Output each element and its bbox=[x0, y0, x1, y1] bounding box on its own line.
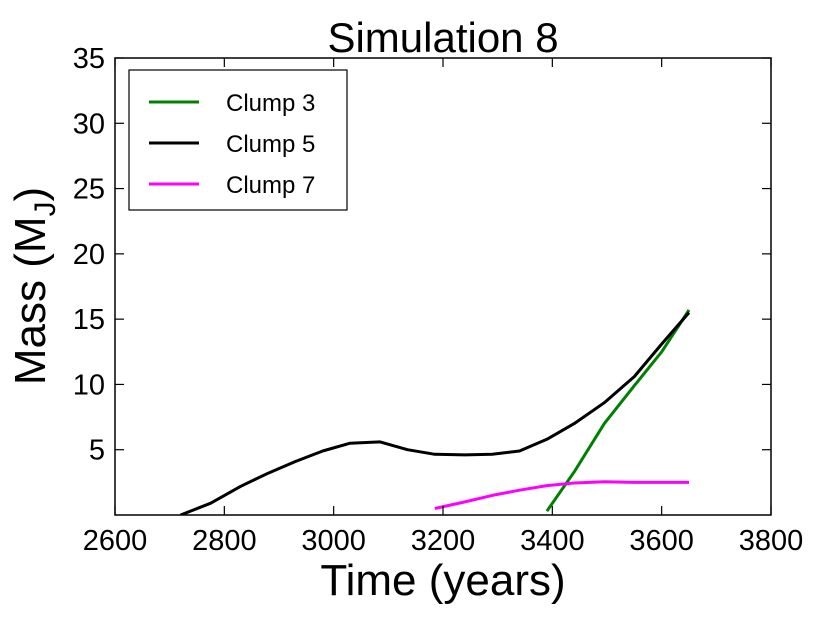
y-tick-label: 10 bbox=[73, 369, 105, 401]
y-tick-label: 35 bbox=[73, 43, 105, 75]
y-tick-label: 5 bbox=[89, 435, 105, 467]
x-tick-label: 2800 bbox=[192, 525, 257, 557]
y-axis-label-suffix: ) bbox=[6, 187, 55, 202]
series-line-clump-3 bbox=[545, 309, 691, 512]
y-tick-label: 25 bbox=[73, 174, 105, 206]
legend: Clump 3 Clump 5 Clump 7 bbox=[128, 69, 348, 211]
x-tick-label: 3800 bbox=[739, 525, 804, 557]
y-axis-label-subscript: J bbox=[29, 202, 62, 217]
y-axis-label-main: Mass (M bbox=[6, 217, 55, 386]
y-tick-label: 20 bbox=[73, 239, 105, 271]
axes-layer: 2600 2800 3000 3200 3400 3600 3800 5 10 15 20 25 30 3… bbox=[73, 43, 804, 557]
series-layer bbox=[180, 309, 691, 515]
chart-title: Simulation 8 bbox=[327, 14, 558, 61]
x-tick-label: 3400 bbox=[520, 525, 585, 557]
series-line-clump-5 bbox=[180, 311, 691, 515]
legend-label-clump-7: Clump 7 bbox=[226, 172, 315, 199]
x-tick-label: 3600 bbox=[629, 525, 694, 557]
legend-label-clump-3: Clump 3 bbox=[226, 90, 315, 117]
y-axis-label: Mass (MJ) bbox=[6, 187, 62, 385]
x-tick-label: 2600 bbox=[83, 525, 148, 557]
x-tick-label: 3200 bbox=[411, 525, 476, 557]
y-tick-label: 30 bbox=[73, 108, 105, 140]
x-tick-label: 3000 bbox=[301, 525, 366, 557]
x-axis-label: Time (years) bbox=[320, 556, 565, 605]
series-line-clump-7 bbox=[434, 480, 689, 510]
y-tick-label: 15 bbox=[73, 304, 105, 336]
legend-box bbox=[128, 69, 348, 211]
legend-label-clump-5: Clump 5 bbox=[226, 131, 315, 158]
